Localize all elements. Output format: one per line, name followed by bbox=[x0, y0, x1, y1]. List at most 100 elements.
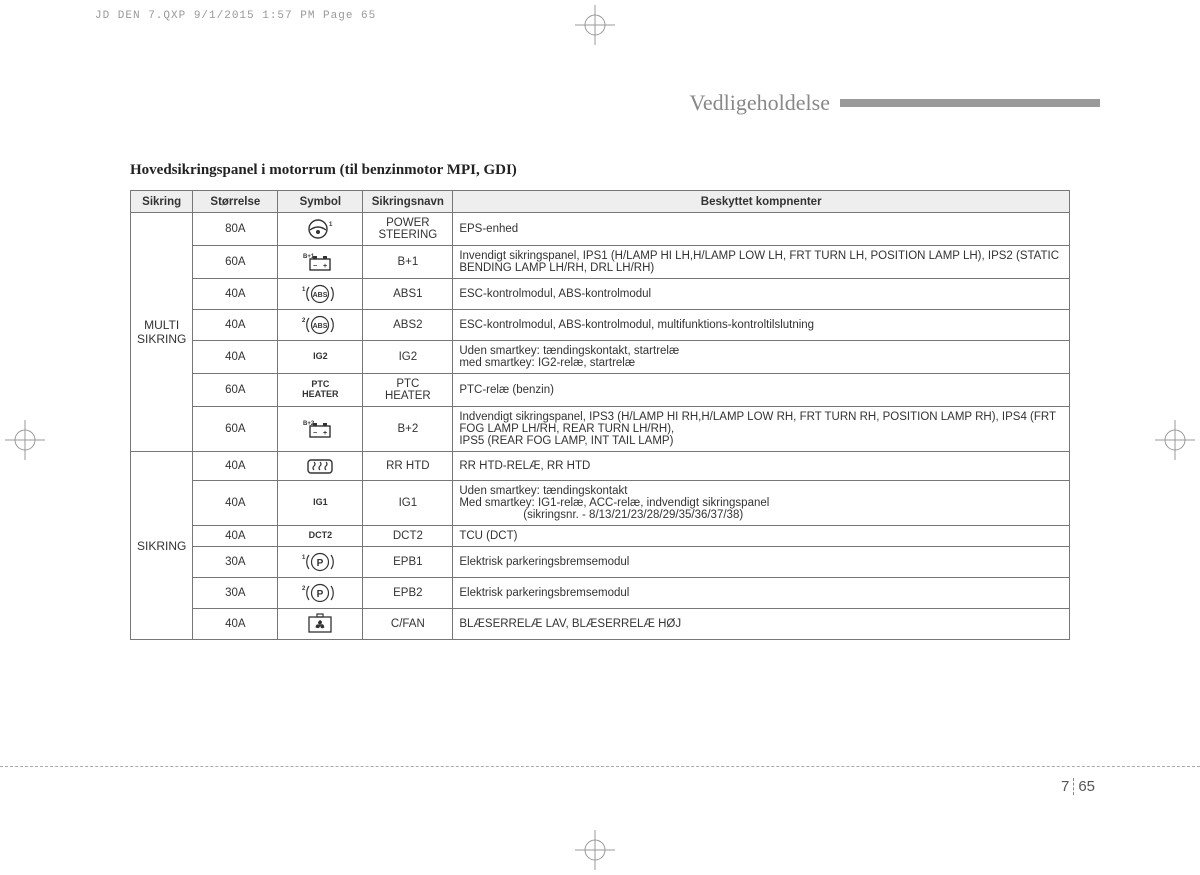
page-divider bbox=[0, 766, 1200, 767]
fuse-description: Elektrisk parkeringsbremsemodul bbox=[453, 578, 1070, 609]
fuse-description: Elektrisk parkeringsbremsemodul bbox=[453, 547, 1070, 578]
fuse-size: 30A bbox=[193, 578, 278, 609]
fuse-symbol-icon: B+2 −+ bbox=[278, 407, 363, 452]
fuse-description: Indvendigt sikringspanel, IPS3 (H/LAMP H… bbox=[453, 407, 1070, 452]
svg-text:P: P bbox=[317, 589, 324, 600]
table-row: 60A B+2 −+ B+2Indvendigt sikringspanel, … bbox=[131, 407, 1070, 452]
fuse-description: Uden smartkey: tændingskontakt, startrel… bbox=[453, 341, 1070, 374]
crop-mark-icon bbox=[575, 830, 615, 870]
table-row: MULTISIKRING80A 1 POWERSTEERINGEPS-enhed bbox=[131, 213, 1070, 246]
fuse-symbol-icon bbox=[278, 609, 363, 640]
fuse-description: PTC-relæ (benzin) bbox=[453, 374, 1070, 407]
fuse-size: 80A bbox=[193, 213, 278, 246]
table-row: 30A 2 P EPB2Elektrisk parkeringsbremsemo… bbox=[131, 578, 1070, 609]
fuse-symbol-icon: DCT2 bbox=[278, 526, 363, 547]
col-sikring: Sikring bbox=[131, 191, 193, 213]
svg-text:+: + bbox=[323, 430, 327, 437]
fuse-symbol-icon: IG1 bbox=[278, 481, 363, 526]
table-row: 60APTCHEATERPTCHEATERPTC-relæ (benzin) bbox=[131, 374, 1070, 407]
fuse-name: POWERSTEERING bbox=[363, 213, 453, 246]
section-header: Vedligeholdelse bbox=[130, 90, 1100, 116]
col-symbol: Symbol bbox=[278, 191, 363, 213]
svg-text:ABS: ABS bbox=[313, 292, 328, 299]
fuse-description: TCU (DCT) bbox=[453, 526, 1070, 547]
col-desc: Beskyttet kompnenter bbox=[453, 191, 1070, 213]
table-header-row: Sikring Størrelse Symbol Sikringsnavn Be… bbox=[131, 191, 1070, 213]
fuse-description: ESC-kontrolmodul, ABS-kontrolmodul, mult… bbox=[453, 310, 1070, 341]
fuse-size: 60A bbox=[193, 246, 278, 279]
fuse-size: 60A bbox=[193, 407, 278, 452]
fuse-name: B+2 bbox=[363, 407, 453, 452]
table-row: 40A C/FANBLÆSERRELÆ LAV, BLÆSERRELÆ HØJ bbox=[131, 609, 1070, 640]
fuse-size: 40A bbox=[193, 279, 278, 310]
table-row: 30A 1 P EPB1Elektrisk parkeringsbremsemo… bbox=[131, 547, 1070, 578]
fuse-description: Invendigt sikringspanel, IPS1 (H/LAMP HI… bbox=[453, 246, 1070, 279]
fuse-symbol-icon: 2 ABS bbox=[278, 310, 363, 341]
fuse-size: 40A bbox=[193, 609, 278, 640]
fuse-symbol-icon: B+1 −+ bbox=[278, 246, 363, 279]
crop-mark-icon bbox=[5, 420, 45, 460]
fuse-size: 30A bbox=[193, 547, 278, 578]
table-row: 40AIG1IG1Uden smartkey: tændingskontaktM… bbox=[131, 481, 1070, 526]
fuse-name: ABS1 bbox=[363, 279, 453, 310]
svg-text:ABS: ABS bbox=[313, 323, 328, 330]
fuse-name: EPB2 bbox=[363, 578, 453, 609]
svg-text:−: − bbox=[313, 263, 317, 270]
svg-text:1: 1 bbox=[302, 555, 306, 561]
table-row: 40A 2 ABS ABS2ESC-kontrolmodul, ABS-kont… bbox=[131, 310, 1070, 341]
fuse-size: 40A bbox=[193, 526, 278, 547]
svg-text:2: 2 bbox=[302, 318, 306, 324]
table-row: SIKRING40A RR HTDRR HTD-RELÆ, RR HTD bbox=[131, 452, 1070, 481]
page-num: 65 bbox=[1078, 778, 1095, 795]
fuse-group-label: MULTISIKRING bbox=[131, 213, 193, 452]
crop-mark-icon bbox=[1155, 420, 1195, 460]
fuse-name: B+1 bbox=[363, 246, 453, 279]
fuse-size: 40A bbox=[193, 481, 278, 526]
fuse-size: 40A bbox=[193, 310, 278, 341]
svg-text:1: 1 bbox=[302, 287, 306, 293]
svg-text:2: 2 bbox=[302, 586, 306, 592]
fuse-size: 40A bbox=[193, 341, 278, 374]
fuse-table: Sikring Størrelse Symbol Sikringsnavn Be… bbox=[130, 190, 1070, 640]
chapter-num: 7 bbox=[1061, 778, 1069, 795]
fuse-symbol-icon: 1 ABS bbox=[278, 279, 363, 310]
section-title-bar bbox=[840, 99, 1100, 107]
fuse-name: IG1 bbox=[363, 481, 453, 526]
fuse-name: RR HTD bbox=[363, 452, 453, 481]
fuse-symbol-icon: 1 P bbox=[278, 547, 363, 578]
page-number: 7 65 bbox=[1061, 778, 1095, 795]
fuse-size: 40A bbox=[193, 452, 278, 481]
fuse-symbol-icon: IG2 bbox=[278, 341, 363, 374]
table-row: 40A 1 ABS ABS1ESC-kontrolmodul, ABS-kont… bbox=[131, 279, 1070, 310]
fuse-name: PTCHEATER bbox=[363, 374, 453, 407]
crop-mark-icon bbox=[575, 5, 615, 45]
fuse-name: EPB1 bbox=[363, 547, 453, 578]
fuse-name: DCT2 bbox=[363, 526, 453, 547]
svg-text:−: − bbox=[313, 430, 317, 437]
fuse-name: ABS2 bbox=[363, 310, 453, 341]
table-row: 40AIG2IG2Uden smartkey: tændingskontakt,… bbox=[131, 341, 1070, 374]
table-row: 60A B+1 −+ B+1Invendigt sikringspanel, I… bbox=[131, 246, 1070, 279]
fuse-description: ESC-kontrolmodul, ABS-kontrolmodul bbox=[453, 279, 1070, 310]
print-header: JD DEN 7.QXP 9/1/2015 1:57 PM Page 65 bbox=[95, 10, 376, 22]
svg-text:1: 1 bbox=[329, 222, 333, 228]
section-title: Vedligeholdelse bbox=[689, 90, 830, 116]
col-size: Størrelse bbox=[193, 191, 278, 213]
fuse-description: RR HTD-RELÆ, RR HTD bbox=[453, 452, 1070, 481]
fuse-size: 60A bbox=[193, 374, 278, 407]
fuse-symbol-icon: PTCHEATER bbox=[278, 374, 363, 407]
fuse-name: C/FAN bbox=[363, 609, 453, 640]
fuse-symbol-icon bbox=[278, 452, 363, 481]
fuse-name: IG2 bbox=[363, 341, 453, 374]
fuse-description: BLÆSERRELÆ LAV, BLÆSERRELÆ HØJ bbox=[453, 609, 1070, 640]
fuse-description: EPS-enhed bbox=[453, 213, 1070, 246]
fuse-group-label: SIKRING bbox=[131, 452, 193, 640]
fuse-description: Uden smartkey: tændingskontaktMed smartk… bbox=[453, 481, 1070, 526]
table-title: Hovedsikringspanel i motorrum (til benzi… bbox=[130, 162, 517, 179]
svg-text:+: + bbox=[323, 263, 327, 270]
svg-text:P: P bbox=[317, 558, 324, 569]
fuse-symbol-icon: 1 bbox=[278, 213, 363, 246]
table-row: 40ADCT2DCT2TCU (DCT) bbox=[131, 526, 1070, 547]
col-name: Sikringsnavn bbox=[363, 191, 453, 213]
fuse-symbol-icon: 2 P bbox=[278, 578, 363, 609]
